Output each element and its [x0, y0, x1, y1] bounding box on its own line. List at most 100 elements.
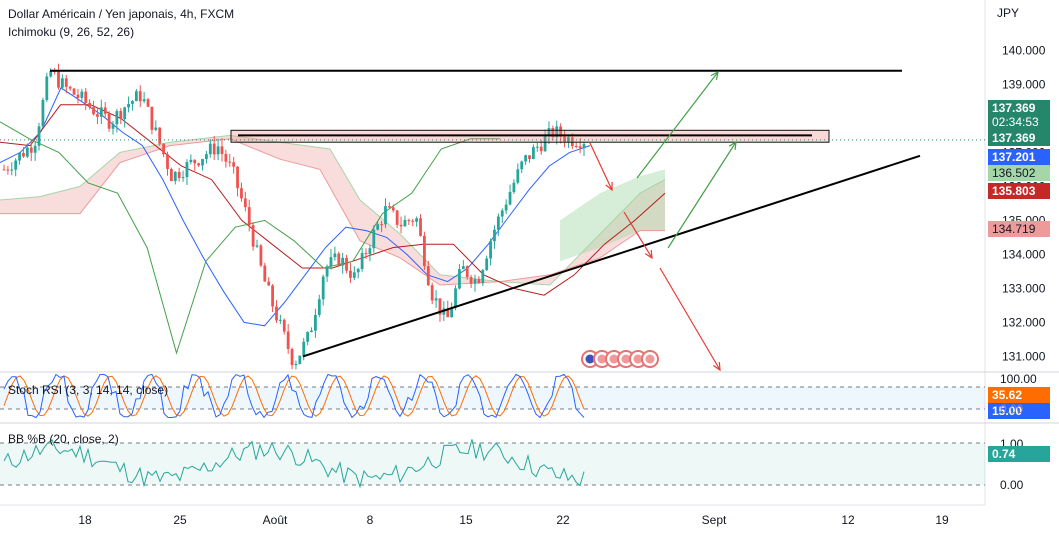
candle-body [263, 265, 267, 282]
candle-body [504, 204, 508, 211]
ichimoku-cloud [0, 134, 666, 286]
candle-body [438, 298, 442, 315]
price-grid [0, 0, 1059, 506]
candle [115, 108, 119, 133]
candle [68, 85, 72, 91]
candle-body [485, 258, 489, 271]
candle [465, 265, 469, 280]
bb-percent-pane [0, 439, 985, 489]
candle-body [290, 349, 294, 366]
candle-body [430, 285, 434, 301]
candle [271, 283, 274, 313]
arrow-up-2 [667, 141, 737, 249]
candle [60, 74, 64, 90]
candle [150, 106, 154, 135]
candle-body [232, 162, 236, 167]
candle-body [158, 127, 162, 144]
candle-body [403, 220, 407, 227]
candle-body [259, 245, 263, 266]
economic-event-dot [621, 354, 631, 364]
candle-body [119, 111, 123, 120]
candle [329, 249, 333, 270]
price-tick: 134.000 [1002, 247, 1046, 261]
candle-body [559, 126, 563, 137]
candle-body [310, 330, 313, 333]
candle-body [208, 143, 212, 155]
candle-body [14, 160, 18, 170]
candle [360, 247, 364, 272]
bb-label[interactable]: BB %B (20, close, 2) [8, 432, 119, 446]
candle [310, 327, 313, 333]
candle [528, 155, 531, 163]
candle-body [419, 218, 422, 236]
candle [134, 88, 138, 102]
candle [368, 244, 372, 262]
bb-band [0, 443, 985, 485]
candle-body [528, 155, 531, 159]
candle-body [349, 270, 352, 278]
candle [259, 243, 263, 268]
candle-body [169, 169, 173, 182]
candle-body [384, 206, 387, 225]
candle [177, 167, 181, 182]
candle [243, 191, 247, 212]
candle-body [243, 198, 247, 208]
candle-body [18, 152, 21, 161]
candle [45, 72, 49, 102]
candle-body [271, 285, 274, 307]
candle-body [395, 210, 399, 225]
candle-body [298, 355, 302, 364]
candle-body [345, 257, 348, 271]
candle [96, 107, 99, 125]
stoch-d-line [3, 375, 585, 417]
candle-body [33, 145, 37, 153]
candles [2, 63, 586, 370]
candle [356, 267, 360, 279]
candle-body [115, 111, 119, 125]
cloud-bearish [0, 135, 665, 285]
candle-body [154, 127, 158, 130]
candle-body [150, 106, 154, 130]
candle [384, 198, 387, 229]
candle-body [473, 279, 477, 284]
candle-body [72, 88, 76, 95]
candle [387, 202, 391, 209]
candle [166, 151, 169, 176]
candle-body [465, 266, 469, 278]
candle [107, 111, 111, 132]
stoch-label[interactable]: Stoch RSI (3, 3, 14, 14, close) [8, 383, 169, 397]
time-label: 15 [459, 513, 473, 527]
arrow-up-2-head [728, 140, 737, 151]
candle [496, 213, 500, 236]
candle-body [524, 155, 528, 162]
candle [10, 162, 14, 176]
candle [162, 143, 165, 158]
candle-body [555, 126, 559, 138]
candle-body [543, 136, 547, 152]
arrow-down-2-head [644, 249, 653, 260]
candle [197, 162, 201, 168]
candle-body [236, 166, 239, 189]
span-a-line [0, 134, 666, 286]
candle [88, 99, 92, 110]
candle-body [146, 99, 150, 107]
candle [364, 248, 368, 259]
tenkan-sen-line [0, 87, 591, 327]
time-label: 8 [366, 513, 374, 527]
candle-body [321, 276, 325, 300]
candle [49, 68, 53, 78]
cloud-bullish [560, 169, 665, 262]
candle-body [391, 207, 395, 211]
candle [430, 282, 434, 305]
candle-body [352, 272, 356, 278]
candle [255, 239, 259, 248]
candle-body [228, 161, 232, 163]
indicator-title[interactable]: Ichimoku (9, 26, 52, 26) [8, 25, 135, 39]
candle [64, 74, 68, 94]
candle-body [173, 171, 177, 182]
candle-body [547, 128, 551, 137]
candle [18, 152, 21, 165]
candle [345, 254, 348, 274]
candle [29, 139, 33, 162]
